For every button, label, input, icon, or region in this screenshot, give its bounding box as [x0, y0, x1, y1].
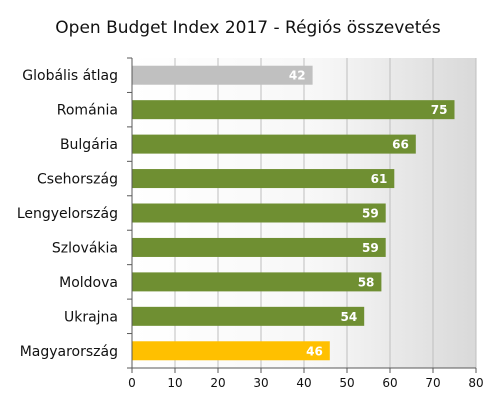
bar — [132, 134, 416, 154]
data-label: 75 — [431, 103, 448, 117]
data-label: 46 — [306, 344, 323, 358]
chart-title: Open Budget Index 2017 - Régiós összevet… — [55, 18, 441, 38]
x-tick-label: 60 — [382, 376, 397, 390]
bar — [132, 169, 395, 189]
x-tick-label: 0 — [128, 376, 136, 390]
bar — [132, 203, 386, 223]
x-tick-label: 70 — [425, 376, 440, 390]
category-label: Magyarország — [20, 344, 118, 360]
category-label: Csehország — [37, 172, 118, 188]
x-tick-label: 80 — [468, 376, 483, 390]
data-label: 59 — [362, 207, 379, 221]
category-label: Románia — [57, 103, 118, 119]
category-label: Bulgária — [60, 137, 118, 153]
bar — [132, 100, 455, 120]
data-label: 42 — [289, 69, 306, 83]
data-label: 61 — [371, 172, 388, 186]
bar — [132, 65, 313, 85]
bar — [132, 306, 365, 326]
data-label: 59 — [362, 241, 379, 255]
x-tick-label: 10 — [167, 376, 182, 390]
data-label: 58 — [358, 275, 375, 289]
x-tick-label: 40 — [296, 376, 311, 390]
category-label: Globális átlag — [22, 68, 118, 84]
category-label: Moldova — [59, 275, 118, 291]
category-label: Ukrajna — [64, 309, 118, 325]
x-tick-label: 20 — [210, 376, 225, 390]
data-label: 66 — [392, 138, 409, 152]
bars: 42 75 66 61 59 59 58 54 46 — [132, 65, 455, 361]
bar — [132, 237, 386, 257]
category-label: Szlovákia — [52, 240, 118, 256]
category-label: Lengyelország — [17, 206, 118, 222]
bar — [132, 272, 382, 292]
axes: 0 10 20 30 40 50 60 70 80 Globális átlag Románia Bu… — [17, 57, 484, 390]
x-tick-label: 30 — [253, 376, 268, 390]
bar — [132, 341, 330, 361]
x-tick-label: 50 — [339, 376, 354, 390]
data-label: 54 — [340, 310, 357, 324]
